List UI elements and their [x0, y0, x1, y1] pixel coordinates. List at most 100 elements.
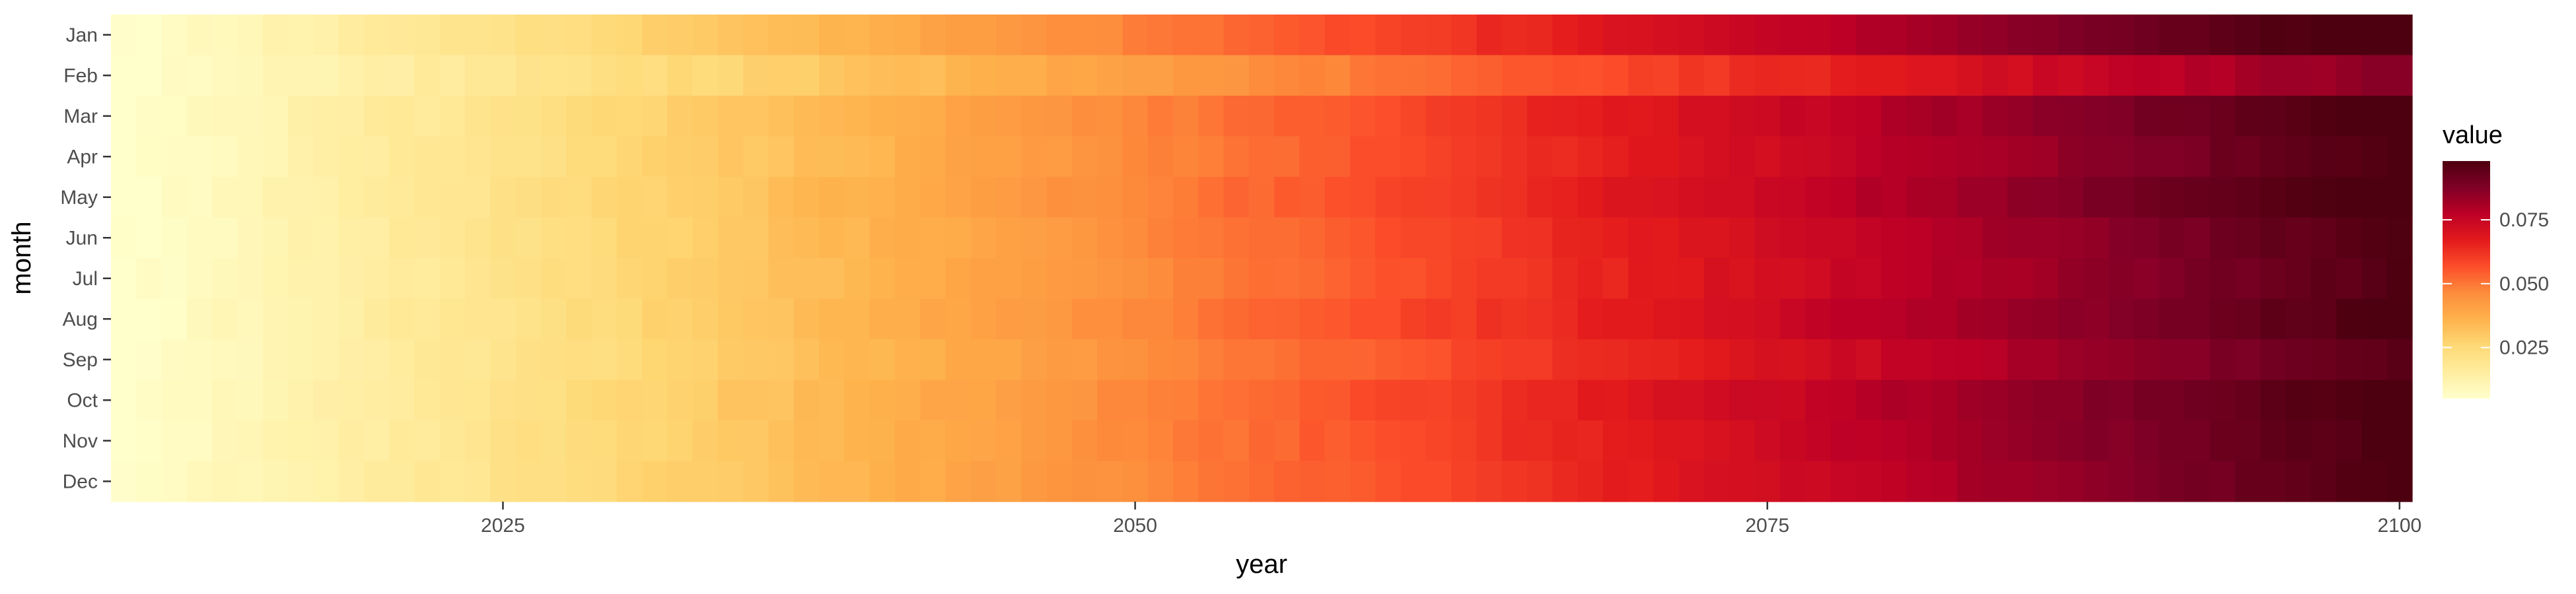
legend-title: value	[2443, 121, 2503, 149]
heatmap-cell	[1527, 258, 1553, 300]
heatmap-cell	[2083, 461, 2110, 502]
heatmap-cell	[717, 461, 744, 502]
heatmap-cell	[414, 96, 441, 137]
heatmap-cell	[667, 177, 694, 218]
heatmap-cell	[1248, 339, 1275, 381]
heatmap-cell	[1097, 55, 1124, 96]
heatmap-cell	[313, 258, 340, 300]
heatmap-cell	[363, 258, 390, 300]
heatmap-cell	[2386, 258, 2413, 300]
heatmap-cell	[161, 420, 188, 462]
heatmap-cell	[768, 339, 795, 381]
heatmap-cell	[490, 339, 517, 381]
y-tick-label: Apr	[67, 146, 98, 168]
heatmap-cell	[338, 55, 365, 96]
heatmap-cell	[1198, 217, 1225, 259]
heatmap-cell	[1956, 96, 1983, 137]
heatmap-cell	[1248, 380, 1275, 421]
heatmap-cell	[2007, 258, 2034, 300]
heatmap-cell	[667, 258, 694, 300]
heatmap-cell	[1274, 461, 1301, 502]
heatmap-cell	[996, 217, 1022, 259]
heatmap-cell	[1122, 15, 1149, 56]
heatmap-cell	[288, 339, 314, 381]
heatmap-cell	[1071, 217, 1098, 259]
heatmap-cell	[869, 136, 896, 178]
heatmap-cell	[2007, 177, 2034, 218]
heatmap-cell	[1173, 339, 1199, 381]
heatmap-cell	[2159, 420, 2186, 462]
heatmap-cell	[2108, 339, 2135, 381]
heatmap-cell	[1173, 461, 1199, 502]
heatmap-cell	[819, 217, 845, 259]
heatmap-cell	[1779, 15, 1806, 56]
heatmap-cell	[1046, 177, 1073, 218]
heatmap-cell	[1754, 136, 1781, 178]
heatmap-cell	[642, 339, 668, 381]
heatmap-cell	[1350, 15, 1376, 56]
heatmap-cell	[1830, 136, 1857, 178]
heatmap-cell	[894, 96, 921, 137]
heatmap-cell	[894, 461, 921, 502]
heatmap-cell	[1425, 298, 1452, 340]
y-tick-label: Jan	[66, 24, 98, 46]
heatmap-cell	[1982, 420, 2009, 462]
heatmap-cell	[338, 298, 365, 340]
heatmap-cell	[1653, 15, 1680, 56]
heatmap-cell	[1274, 258, 1301, 300]
heatmap-cell	[161, 258, 188, 300]
heatmap-cell	[540, 258, 567, 300]
heatmap-cell	[1956, 217, 1983, 259]
heatmap-cell	[515, 461, 542, 502]
heatmap-cell	[2133, 15, 2160, 56]
heatmap-cell	[743, 136, 769, 178]
heatmap-cell	[743, 217, 769, 259]
heatmap-cell	[1299, 136, 1326, 178]
heatmap-cell	[2336, 298, 2363, 340]
heatmap-cell	[2159, 461, 2186, 502]
heatmap-cell	[1324, 15, 1351, 56]
heatmap-cell	[2285, 136, 2312, 178]
heatmap-cell	[2285, 177, 2312, 218]
heatmap-cell	[2083, 420, 2110, 462]
heatmap-cell	[1425, 96, 1452, 137]
heatmap-cell	[717, 298, 744, 340]
heatmap-cell	[743, 55, 769, 96]
heatmap-cell	[1577, 217, 1604, 259]
heatmap-cell	[2007, 298, 2034, 340]
heatmap-cell	[313, 15, 340, 56]
heatmap-cell	[515, 96, 542, 137]
heatmap-cell	[1754, 420, 1781, 462]
heatmap-cell	[136, 339, 162, 381]
heatmap-cell	[616, 380, 643, 421]
heatmap-cell	[642, 461, 668, 502]
heatmap-cell	[1122, 136, 1149, 178]
heatmap-cell	[1324, 298, 1351, 340]
heatmap-cell	[2083, 177, 2110, 218]
heatmap-cell	[1855, 217, 1882, 259]
heatmap-cell	[1956, 461, 1983, 502]
heatmap-cell	[667, 339, 694, 381]
heatmap-cell	[1173, 380, 1199, 421]
heatmap-cell	[945, 136, 972, 178]
heatmap-cell	[1248, 461, 1275, 502]
heatmap-cell	[1223, 15, 1250, 56]
heatmap-cell	[1527, 55, 1553, 96]
heatmap-cell	[1704, 15, 1730, 56]
heatmap-cell	[1223, 177, 1250, 218]
heatmap-cell	[2184, 15, 2211, 56]
heatmap-cell	[1097, 380, 1124, 421]
heatmap-cell	[2007, 15, 2034, 56]
heatmap-cell	[1577, 136, 1604, 178]
heatmap-cell	[1375, 177, 1402, 218]
y-tick-label: Dec	[63, 471, 98, 492]
heatmap-cell	[2058, 298, 2084, 340]
heatmap-cell	[1451, 55, 1478, 96]
heatmap-cell	[2159, 15, 2186, 56]
heatmap-cell	[2310, 420, 2337, 462]
heatmap-cell	[490, 177, 517, 218]
heatmap-cell	[490, 461, 517, 502]
heatmap-cell	[2386, 217, 2413, 259]
heatmap-cell	[2032, 298, 2059, 340]
heatmap-cell	[2260, 380, 2287, 421]
